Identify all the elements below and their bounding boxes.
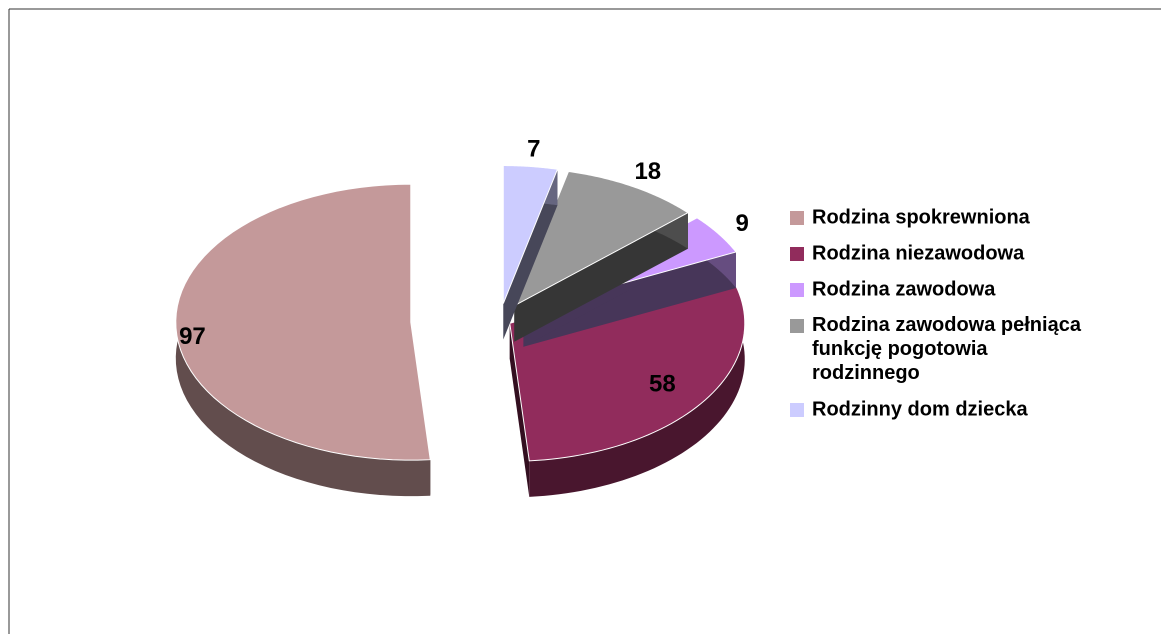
legend-label: Rodzina zawodowa pełniąca funkcję pogotow… [812, 314, 1082, 384]
legend-swatch [790, 403, 804, 417]
legend-swatch [790, 319, 804, 333]
legend-swatch [790, 211, 804, 225]
slice-wall [514, 212, 688, 342]
legend-swatch [790, 247, 804, 261]
data-label: 9 [735, 210, 748, 237]
slice-wall [503, 169, 558, 340]
data-label: 97 [179, 323, 206, 350]
slice-top [513, 170, 689, 307]
pie-slice [513, 170, 689, 342]
legend-label: Rodzinny dom dziecka [812, 398, 1028, 420]
data-label: 7 [527, 135, 540, 162]
legend-label: Rodzina spokrewniona [812, 206, 1031, 228]
legend-swatch [790, 283, 804, 297]
legend-label: Rodzina niezawodowa [812, 242, 1025, 264]
pie-slice [175, 183, 431, 497]
slice-top [175, 183, 431, 461]
slice-side [529, 264, 745, 497]
slice-top [502, 165, 559, 304]
slice-wall [509, 323, 530, 497]
pie-slice [502, 165, 559, 340]
data-label: 18 [634, 158, 661, 185]
slice-wall [523, 251, 736, 347]
legend-label: Rodzina zawodowa [812, 278, 996, 300]
data-label: 58 [649, 370, 676, 397]
